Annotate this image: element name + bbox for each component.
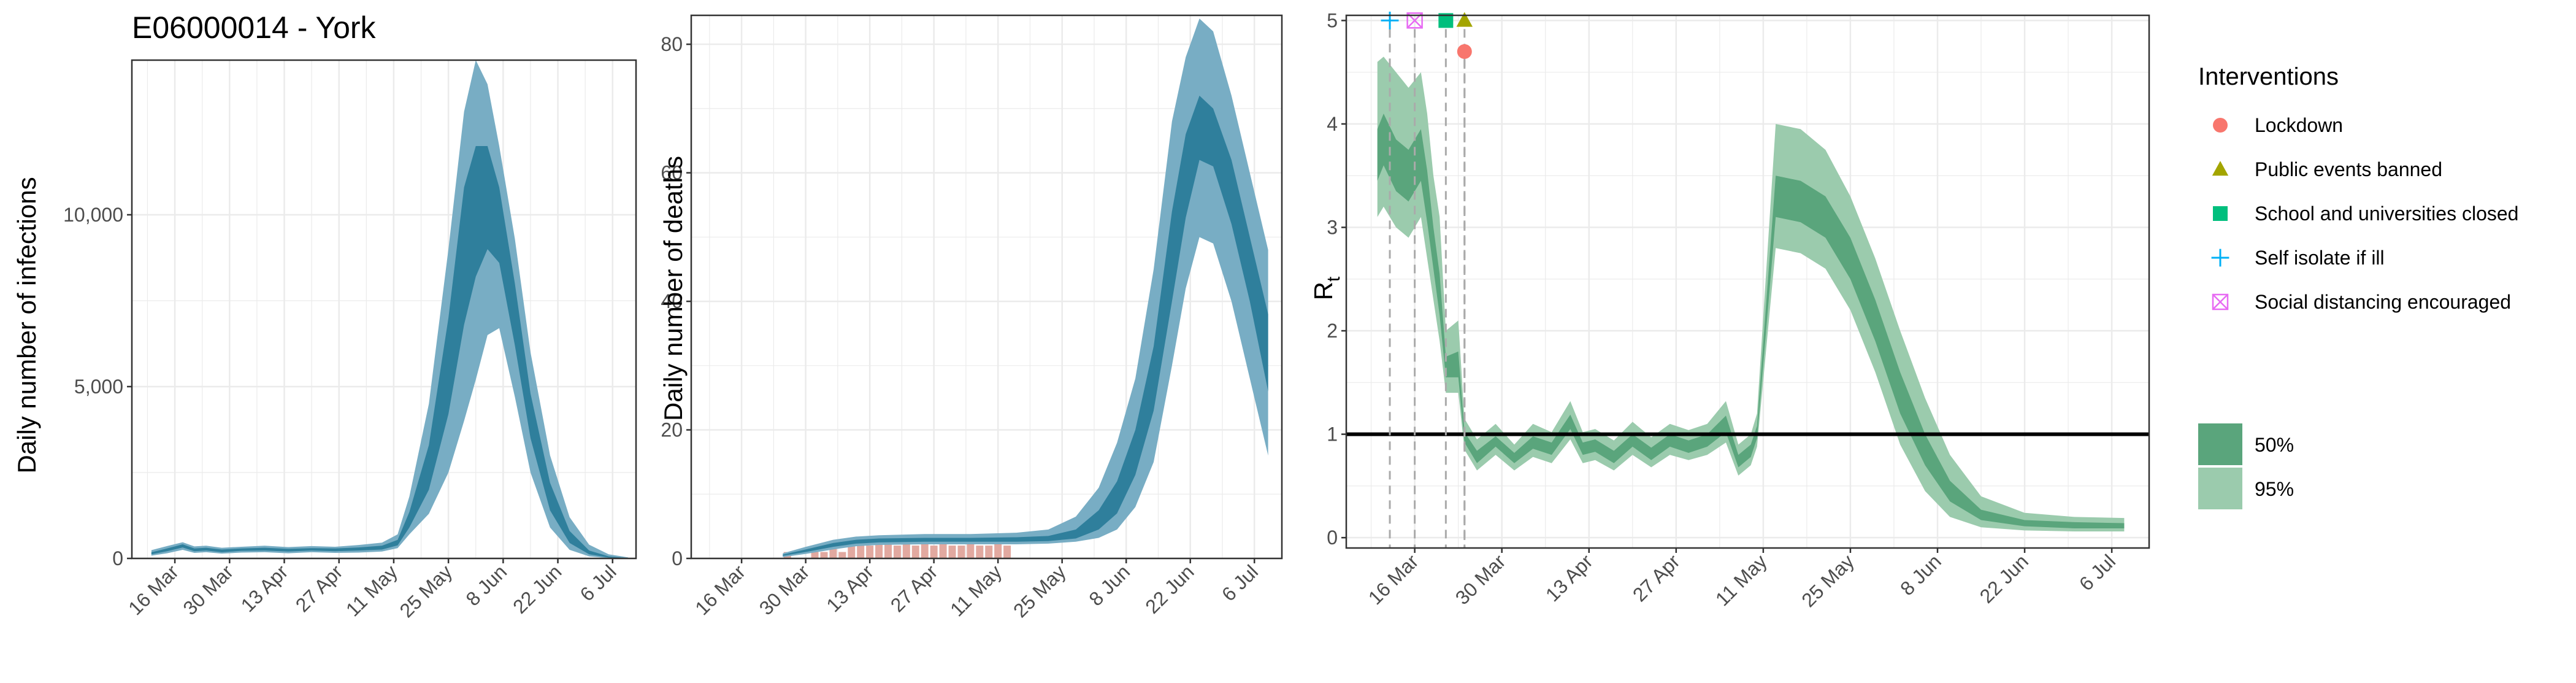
- ci50-band: [151, 146, 629, 558]
- y-tick-label: 5: [1327, 9, 1338, 31]
- x-tick-label: 11 May: [342, 560, 402, 620]
- panel-border: [131, 59, 637, 560]
- x-tick-label: 16 Mar: [1364, 550, 1423, 609]
- observed-death-bar: [866, 546, 874, 558]
- y-tick-label: 20: [661, 419, 683, 441]
- y-tick-label: 80: [661, 33, 683, 55]
- legend-title: Interventions: [2198, 63, 2339, 90]
- y-tick-label: 4: [1327, 113, 1338, 135]
- x-tick-label: 30 Mar: [178, 560, 237, 619]
- legend: Interventions Lockdown Public events bann…: [2198, 63, 2518, 509]
- observed-death-bar: [957, 546, 965, 558]
- x-tick-label: 8 Jun: [1084, 560, 1134, 610]
- x-tick-label: 16 Mar: [691, 560, 749, 619]
- x-tick-label: 13 Apr: [822, 560, 878, 616]
- legend-marker-square: [2213, 206, 2228, 221]
- figure-title: E06000014 - York: [132, 10, 377, 45]
- y-tick-label: 60: [661, 162, 683, 184]
- legend-marker-circle: [2213, 118, 2228, 133]
- observed-death-bar: [930, 546, 938, 558]
- legend-marker-square-x: [2212, 293, 2229, 311]
- legend-marker-triangle: [2212, 161, 2229, 176]
- x-tick-label: 27 Apr: [291, 560, 347, 616]
- legend-label: School and universities closed: [2255, 203, 2518, 225]
- y-tick-label: 10,000: [63, 204, 123, 226]
- x-tick-label: 25 May: [395, 560, 456, 622]
- x-tick-label: 22 Jun: [1976, 550, 2033, 607]
- intervention-marker: [1456, 12, 1473, 27]
- y-tick-label: 0: [672, 547, 683, 569]
- ci95-band: [1377, 56, 2125, 532]
- legend-label: Social distancing encouraged: [2255, 291, 2511, 313]
- legend-interval-label: 95%: [2255, 478, 2294, 500]
- legend-label: Self isolate if ill: [2255, 247, 2385, 269]
- x-tick-label: 30 Mar: [1451, 550, 1510, 609]
- y-tick-label: 1: [1327, 423, 1338, 446]
- legend-label: Public events banned: [2255, 158, 2442, 180]
- x-tick-label: 13 Apr: [1541, 550, 1597, 606]
- legend-interval-label: 50%: [2255, 434, 2294, 456]
- panel-border: [690, 14, 1283, 560]
- observed-death-bar: [811, 552, 819, 558]
- observed-death-bar: [1003, 546, 1011, 558]
- grid: [1346, 15, 2149, 548]
- observed-death-bar: [893, 546, 901, 558]
- ci95-band: [151, 60, 629, 558]
- x-tick-label: 8 Jun: [461, 560, 511, 610]
- x-tick-label: 22 Jun: [1141, 560, 1198, 617]
- x-tick-label: 13 Apr: [237, 560, 293, 616]
- y-tick-label: 3: [1327, 217, 1338, 239]
- x-tick-label: 6 Jul: [575, 560, 620, 605]
- x-tick-label: 25 May: [1797, 550, 1858, 611]
- ci50-band: [1377, 114, 2125, 528]
- grid: [132, 60, 636, 560]
- intervention-marker: [1457, 44, 1472, 59]
- rt-y-axis-label-subscript: t: [1324, 276, 1344, 282]
- legend-swatch-50%: [2198, 423, 2242, 465]
- deaths-y-axis-label: Daily number of deaths: [659, 156, 688, 421]
- rt-panel: 0 1 2 3 4 5 16 Mar 30 Mar 13 Apr 27 Apr 11 May 25 M…: [1327, 9, 2150, 611]
- rt-y-axis-label: Rt: [1309, 276, 1344, 300]
- x-tick-label: 16 Mar: [124, 560, 183, 619]
- x-tick-label: 25 May: [1009, 560, 1070, 622]
- observed-death-bar: [911, 546, 919, 558]
- y-tick-label: 5,000: [74, 376, 123, 398]
- ci50-band: [783, 95, 1268, 556]
- x-tick-label: 11 May: [946, 560, 1006, 620]
- legend-swatch-95%: [2198, 468, 2242, 509]
- y-tick-label: 0: [112, 547, 123, 569]
- observed-death-bar: [976, 546, 984, 558]
- legend-label: Lockdown: [2255, 114, 2343, 136]
- observed-death-bar: [820, 552, 828, 558]
- x-tick-label: 6 Jul: [1217, 560, 1262, 605]
- x-tick-label: 8 Jun: [1896, 550, 1945, 600]
- y-tick-label: 40: [661, 290, 683, 312]
- x-tick-label: 30 Mar: [755, 560, 814, 619]
- observed-death-bar: [948, 546, 956, 558]
- x-tick-label: 11 May: [1711, 550, 1771, 610]
- x-tick-label: 27 Apr: [886, 560, 942, 616]
- x-tick-label: 27 Apr: [1628, 550, 1684, 606]
- rt-y-axis-label-main: R: [1309, 282, 1338, 300]
- x-tick-label: 6 Jul: [2075, 550, 2120, 595]
- ci95-band: [783, 18, 1268, 557]
- panel-border: [1345, 14, 2150, 549]
- y-tick-label: 0: [1327, 527, 1338, 549]
- intervention-marker: [1381, 12, 1399, 29]
- observed-death-bar: [838, 552, 846, 558]
- legend-marker-plus: [2211, 249, 2229, 267]
- observed-death-bar: [848, 546, 856, 558]
- infections-y-axis-label: Daily number of infections: [12, 177, 41, 473]
- x-tick-label: 22 Jun: [508, 560, 565, 617]
- y-tick-label: 2: [1327, 320, 1338, 342]
- svg-text:Rt: Rt: [1309, 276, 1344, 300]
- observed-death-bar: [985, 546, 993, 558]
